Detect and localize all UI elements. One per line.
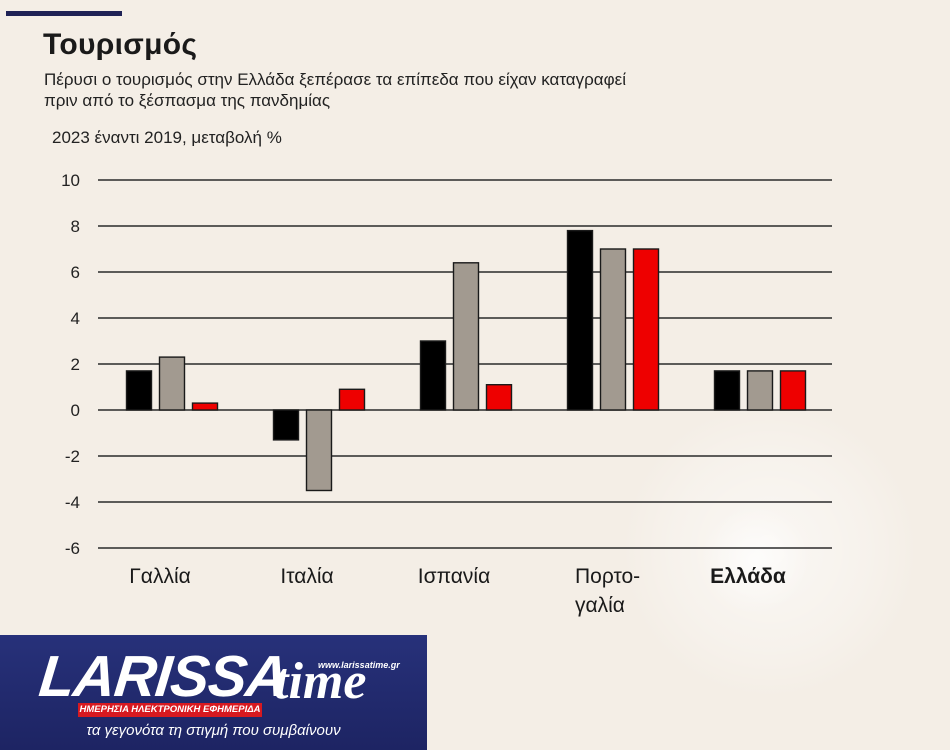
logo-time-text: time bbox=[274, 653, 367, 710]
bar bbox=[599, 248, 627, 411]
bar bbox=[338, 388, 366, 411]
bar bbox=[191, 402, 219, 411]
subtitle-line-1: Πέρυσι ο τουρισμός στην Ελλάδα ξεπέρασε … bbox=[44, 70, 626, 89]
bar bbox=[713, 370, 741, 411]
bar bbox=[485, 384, 513, 411]
y-tick-label: 6 bbox=[71, 263, 80, 282]
x-tick-label: Πορτο-γαλία bbox=[575, 565, 640, 617]
bar bbox=[746, 370, 774, 411]
logo-tagline: τα γεγονότα τη στιγμή που συμβαίνουν bbox=[86, 722, 341, 739]
x-tick-label: Ισπανία bbox=[418, 565, 490, 588]
y-tick-label: 0 bbox=[71, 401, 80, 420]
bar bbox=[632, 248, 660, 411]
logo-wordmark: LARISSA bbox=[36, 644, 291, 709]
bar bbox=[452, 262, 480, 411]
logo-url: www.larissatime.gr bbox=[318, 660, 400, 670]
y-tick-label: 8 bbox=[71, 217, 80, 236]
y-tick-label: 10 bbox=[61, 171, 80, 190]
accent-bar bbox=[6, 11, 122, 16]
chart-title: Τουρισμός bbox=[43, 28, 198, 61]
bar-chart: 10 8 6 4 2 0 -2 -4 -6 Γαλλία Ιταλία Ισπανία Πορτο-γ… bbox=[61, 171, 832, 617]
y-tick-label: 4 bbox=[71, 309, 80, 328]
x-tick-label: Γαλλία bbox=[129, 565, 191, 588]
unit-label: 2023 έναντι 2019, μεταβολή % bbox=[52, 128, 282, 147]
bar bbox=[566, 229, 594, 411]
y-tick-label: 2 bbox=[71, 355, 80, 374]
bar bbox=[272, 409, 300, 441]
bar bbox=[125, 370, 153, 411]
bar bbox=[419, 340, 447, 411]
y-tick-label: -2 bbox=[65, 447, 80, 466]
x-axis-labels: Γαλλία Ιταλία Ισπανία Πορτο-γαλία Ελλάδα bbox=[129, 565, 786, 617]
chart-subtitle: Πέρυσι ο τουρισμός στην Ελλάδα ξεπέρασε … bbox=[44, 69, 764, 111]
subtitle-line-2: πριν από το ξέσπασμα της πανδημίας bbox=[44, 91, 331, 110]
footer-banner bbox=[0, 635, 427, 750]
gridlines bbox=[98, 179, 832, 549]
x-tick-label: Ελλάδα bbox=[710, 565, 786, 588]
logo-strip: ΗΜΕΡΗΣΙΑ ΗΛΕΚΤΡΟΝΙΚΗ ΕΦΗΜΕΡΙΔΑ bbox=[78, 703, 262, 717]
y-tick-label: -6 bbox=[65, 539, 80, 558]
bar bbox=[158, 356, 186, 411]
y-tick-label: -4 bbox=[65, 493, 80, 512]
bar bbox=[779, 370, 807, 411]
y-axis-ticks: 10 8 6 4 2 0 -2 -4 -6 bbox=[61, 171, 80, 558]
bars bbox=[125, 229, 807, 492]
x-tick-label: Ιταλία bbox=[280, 565, 333, 588]
bar bbox=[305, 409, 333, 492]
